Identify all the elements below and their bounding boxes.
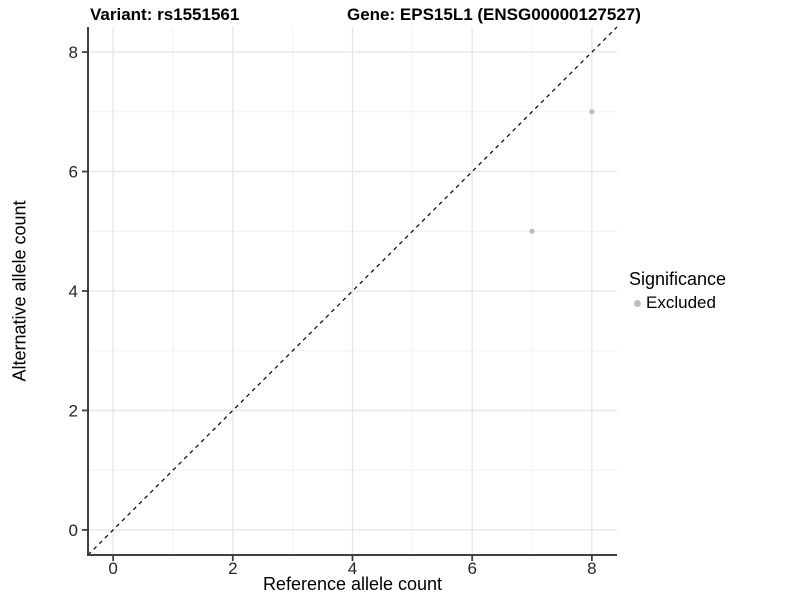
y-tick-label: 8 [69, 43, 78, 62]
legend: Significance Excluded [629, 269, 726, 313]
x-axis-title: Reference allele count [262, 574, 443, 594]
y-tick-label: 4 [69, 282, 78, 301]
y-tick-label: 2 [69, 401, 78, 420]
x-tick-label: 4 [348, 559, 357, 578]
x-tick-label: 8 [587, 559, 596, 578]
plot-title-variant: Variant: rs1551561 [90, 5, 240, 24]
legend-point-icon [634, 299, 641, 307]
legend-entry: Excluded [629, 293, 726, 313]
x-tick-label: 0 [108, 559, 117, 578]
legend-entry-label: Excluded [646, 293, 716, 312]
plot-title-gene: Gene: EPS15L1 (ENSG00000127527) [347, 5, 641, 24]
legend-title: Significance [629, 269, 727, 289]
y-tick-label: 0 [69, 521, 78, 540]
x-tick-label: 2 [228, 559, 237, 578]
x-tick-label: 6 [467, 559, 476, 578]
data-point [589, 109, 595, 115]
y-tick-label: 6 [69, 163, 78, 182]
data-point [529, 228, 535, 234]
y-axis-title: Alternative allele count [9, 200, 30, 382]
